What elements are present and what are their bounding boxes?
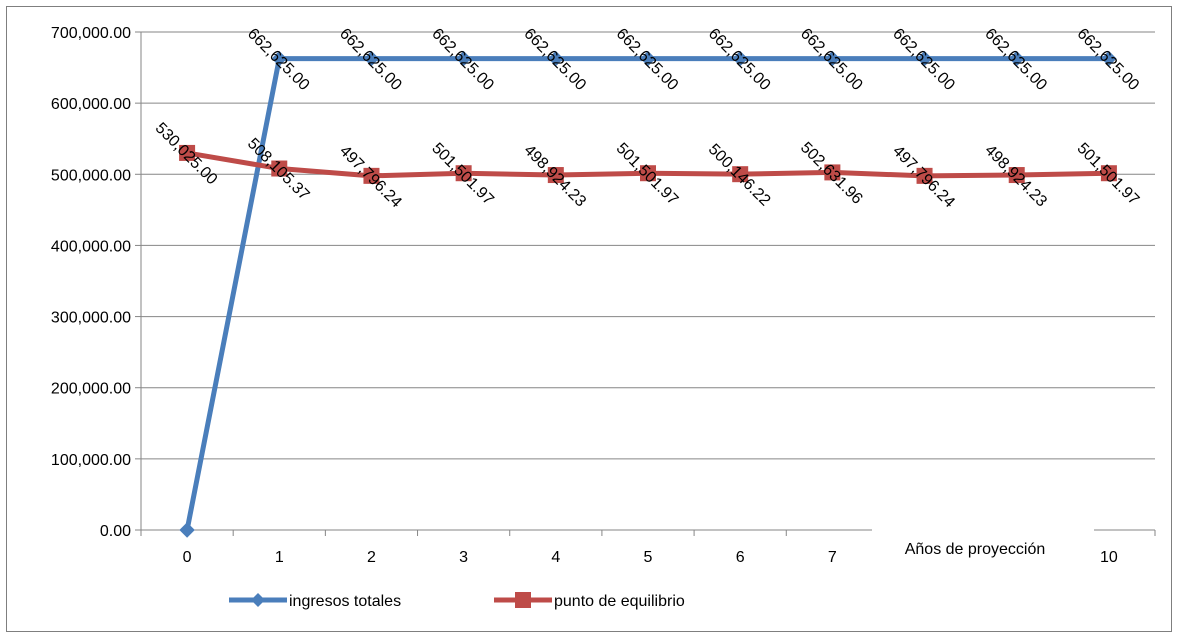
series bbox=[179, 50, 1117, 538]
y-tick-label: 100,000.00 bbox=[51, 452, 131, 469]
y-tick-label: 400,000.00 bbox=[51, 238, 131, 255]
line-chart: 0.00 100,000.00 200,000.00 300,000.00 400,00… bbox=[6, 6, 1172, 632]
x-tick-label: 2 bbox=[367, 549, 376, 566]
data-point-square bbox=[363, 167, 380, 184]
data-point-square bbox=[547, 167, 564, 184]
legend-marker-diamond bbox=[251, 593, 265, 607]
x-tick-label: 1 bbox=[275, 549, 284, 566]
x-tick-label: 3 bbox=[459, 549, 468, 566]
data-point-square bbox=[732, 166, 749, 183]
x-tick-label: 10 bbox=[1100, 549, 1118, 566]
x-tick-label: 0 bbox=[183, 549, 192, 566]
y-tick-label: 200,000.00 bbox=[51, 381, 131, 398]
legend-label: ingresos totales bbox=[289, 593, 401, 610]
chart-border bbox=[6, 6, 1172, 632]
data-point-diamond bbox=[1009, 50, 1025, 67]
data-point-diamond bbox=[548, 50, 564, 67]
data-point-diamond bbox=[179, 522, 195, 538]
legend: ingresos totales punto de equilibrio bbox=[229, 592, 685, 610]
legend-marker-square bbox=[515, 592, 531, 608]
x-tick-label: 4 bbox=[551, 549, 560, 566]
data-point-diamond bbox=[916, 50, 933, 67]
data-point-diamond bbox=[455, 50, 472, 67]
y-tick-label: 0.00 bbox=[100, 523, 131, 540]
x-tick-label: 5 bbox=[644, 549, 653, 566]
data-point-square bbox=[1008, 167, 1025, 184]
data-point-square bbox=[916, 167, 933, 184]
chart-container: 0.00 100,000.00 200,000.00 300,000.00 400,00… bbox=[6, 6, 1172, 632]
data-point-square bbox=[455, 165, 472, 182]
data-point-diamond bbox=[363, 50, 380, 67]
data-point-square bbox=[1100, 165, 1117, 182]
legend-label: punto de equilibrio bbox=[554, 593, 685, 610]
data-point-diamond bbox=[1101, 50, 1117, 67]
y-tick-label: 500,000.00 bbox=[51, 167, 131, 184]
data-point-square bbox=[640, 165, 656, 182]
data-point-diamond bbox=[640, 50, 656, 67]
y-tick-labels: 0.00 100,000.00 200,000.00 300,000.00 400,00… bbox=[51, 25, 131, 540]
data-point-diamond bbox=[732, 50, 748, 67]
data-point-square bbox=[824, 164, 841, 181]
data-point-diamond bbox=[824, 50, 841, 67]
x-tick-label: 7 bbox=[828, 549, 837, 566]
x-axis-title-backdrop bbox=[872, 528, 1094, 568]
y-tick-label: 700,000.00 bbox=[51, 25, 131, 42]
data-point-square bbox=[179, 144, 196, 161]
data-point-diamond bbox=[271, 50, 287, 67]
x-tick-label: 6 bbox=[736, 549, 745, 566]
y-tick-label: 600,000.00 bbox=[51, 96, 131, 113]
x-axis-title: Años de proyección bbox=[905, 541, 1046, 558]
data-point-square bbox=[271, 160, 288, 177]
y-tick-label: 300,000.00 bbox=[51, 310, 131, 327]
